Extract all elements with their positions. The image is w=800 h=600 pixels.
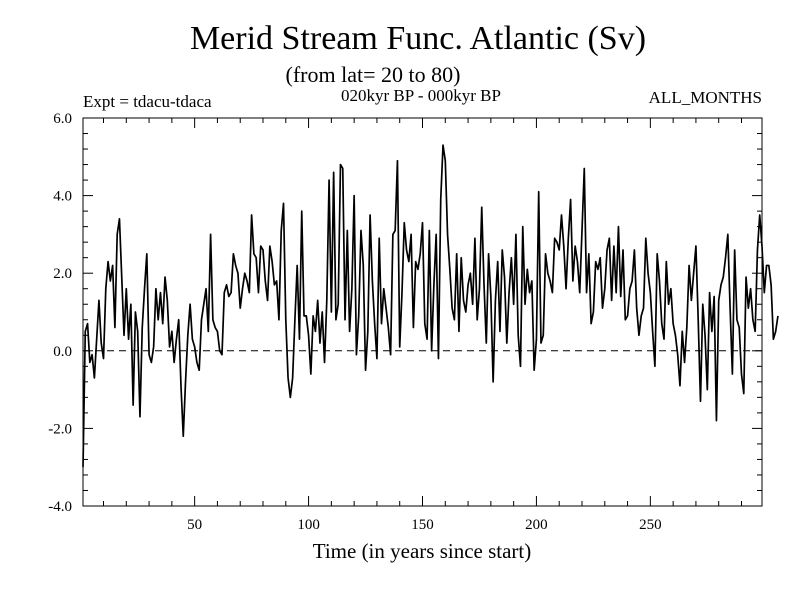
y-tick-label: 2.0 <box>53 266 72 282</box>
x-tick-label: 100 <box>297 517 320 533</box>
series-line-merid-stream-func <box>82 144 779 468</box>
y-axis: -4.0 -2.0 0.0 2.0 4.0 6.0 <box>48 111 762 515</box>
x-minor-ticks <box>103 118 742 506</box>
x-tick-label: 250 <box>639 517 662 533</box>
x-tick-label: 200 <box>525 517 548 533</box>
period-label: 020kyr BP - 000kyr BP <box>341 86 501 105</box>
y-tick-label: -2.0 <box>48 421 72 437</box>
x-tick-label: 150 <box>411 517 434 533</box>
y-minor-ticks <box>83 133 762 491</box>
y-tick-label: 4.0 <box>53 189 72 205</box>
plot-frame <box>82 117 763 507</box>
y-tick-label: -4.0 <box>48 499 72 515</box>
y-tick-label: 0.0 <box>53 344 72 360</box>
x-axis-label: Time (in years since start) <box>313 539 532 563</box>
x-tick-label: 50 <box>187 517 202 533</box>
x-axis: 50 100 150 200 250 <box>187 118 662 533</box>
experiment-label: Expt = tdacu-tdaca <box>83 92 212 111</box>
y-tick-label: 6.0 <box>53 111 72 127</box>
chart-title: Merid Stream Func. Atlantic (Sv) <box>190 20 646 57</box>
months-label: ALL_MONTHS <box>649 88 762 107</box>
chart-subtitle: (from lat= 20 to 80) <box>286 62 461 87</box>
